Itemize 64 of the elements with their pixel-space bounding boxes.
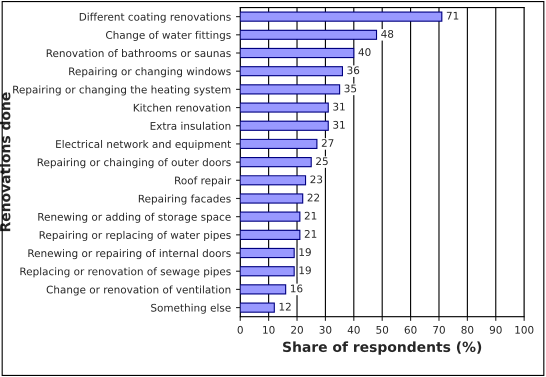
- data-label: 40: [358, 48, 371, 56]
- y-tick-label: Electrical network and equipment: [56, 140, 231, 150]
- data-label: 16: [290, 284, 302, 292]
- bar: [240, 302, 275, 313]
- x-tick-label: 90: [490, 326, 502, 334]
- y-tick-label: Kitchen renovation: [134, 104, 230, 112]
- data-label: 48: [381, 30, 394, 38]
- bar: [240, 175, 306, 186]
- x-tick-label: 60: [404, 326, 417, 334]
- y-tick-label: Repairing or changing windows: [69, 67, 231, 78]
- x-tick-label: 20: [291, 326, 303, 334]
- x-tick-label: 0: [238, 326, 243, 334]
- data-label: 27: [322, 139, 334, 147]
- x-tick-label: 50: [376, 326, 388, 334]
- data-label: 71: [446, 12, 458, 20]
- bar: [240, 120, 329, 131]
- x-tick-label: 10: [263, 326, 275, 334]
- y-tick-label: Renovation of bathrooms or saunas: [46, 49, 231, 58]
- bar: [240, 102, 329, 113]
- data-label: 21: [304, 230, 316, 238]
- bar: [240, 157, 312, 168]
- bar: [240, 30, 378, 40]
- x-tick-label: 40: [348, 326, 360, 334]
- y-axis-title: Renovations done: [0, 92, 10, 232]
- y-tick-label: Repairing or chainging of outer doors: [38, 158, 231, 168]
- bar: [240, 12, 442, 22]
- bar: [240, 66, 344, 76]
- y-tick-label: Change or renovation of ventilation: [46, 285, 230, 296]
- data-label: 21: [304, 212, 316, 220]
- bar: [240, 84, 340, 94]
- y-tick-label: Replacing or renovation of sewage pipes: [20, 267, 231, 278]
- y-tick-label: Repairing or changing the heating system: [13, 85, 230, 96]
- data-label: 25: [316, 157, 328, 166]
- y-tick-label: Repairing facades: [138, 194, 231, 205]
- x-axis-title: Share of respondents (%): [283, 341, 482, 355]
- x-tick-label: 30: [320, 326, 332, 334]
- bar: [240, 138, 318, 150]
- bar: [240, 248, 295, 258]
- data-label: 22: [308, 194, 320, 202]
- y-tick-label: Different coating renovations: [80, 12, 231, 23]
- data-label: 35: [344, 84, 356, 92]
- bar: [240, 284, 286, 295]
- data-label: 12: [280, 302, 291, 310]
- y-tick-label: Renewing or adding of storage space: [38, 212, 231, 223]
- bar: [240, 48, 354, 58]
- y-tick-label: Renewing or repairing of internal doors: [28, 249, 231, 260]
- data-label: 31: [333, 120, 345, 129]
- y-tick-label: Extra insulation: [150, 122, 230, 130]
- data-label: 19: [299, 266, 311, 274]
- x-tick-label: 70: [433, 326, 445, 334]
- data-label: 31: [333, 102, 345, 111]
- y-tick-label: Roof repair: [175, 176, 232, 186]
- bar: [240, 230, 300, 240]
- y-tick-label: Repairing or replacing of water pipes: [40, 230, 231, 241]
- data-label: 19: [299, 248, 311, 256]
- x-tick-label: 80: [461, 326, 474, 334]
- data-label: 23: [310, 175, 322, 184]
- y-tick-label: Change of water fittings: [106, 30, 231, 41]
- bar: [240, 193, 304, 204]
- bar: [240, 266, 295, 276]
- y-tick-label: Something else: [151, 304, 231, 314]
- x-tick-label: 100: [515, 326, 534, 334]
- bar: [240, 212, 300, 222]
- data-label: 36: [347, 66, 360, 74]
